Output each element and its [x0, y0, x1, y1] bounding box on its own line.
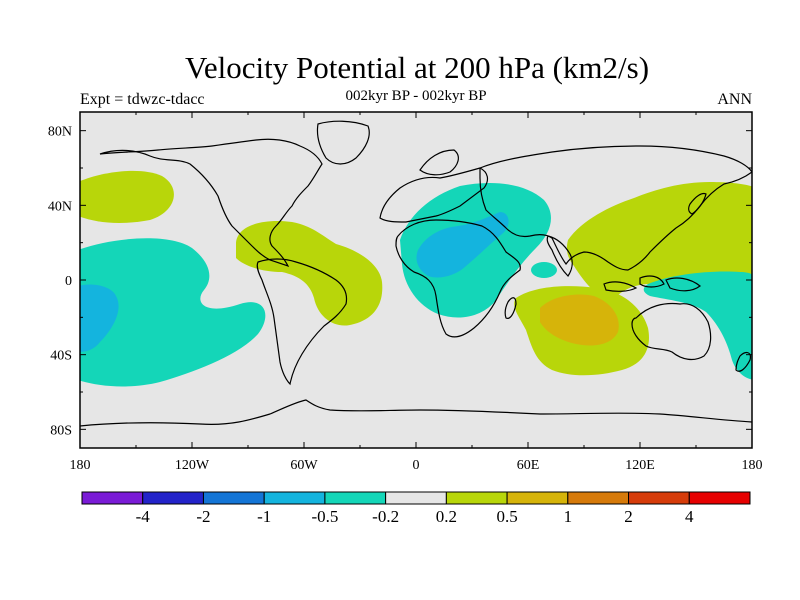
experiment-label: Expt = tdwzc-tdacc [80, 91, 205, 108]
colorbar-label: -4 [136, 507, 151, 526]
colorbar-label: -0.2 [372, 507, 399, 526]
coast-scandinavia [419, 149, 459, 176]
colorbar-box [445, 491, 508, 505]
latitude-labels: 80N 40N 0 40S 80S [48, 125, 72, 439]
coast-madagascar [504, 297, 517, 319]
coast-japan [688, 192, 707, 215]
lat-label: 40S [50, 349, 72, 364]
colorbar-box [506, 491, 569, 505]
colorbar-label: 4 [685, 507, 694, 526]
coast-greenland [316, 120, 370, 165]
coast-australia [631, 302, 712, 361]
colorbar-label: -0.5 [311, 507, 338, 526]
lon-label: 180 [742, 458, 763, 473]
lat-label: 80N [48, 125, 72, 140]
colorbar-box [385, 491, 447, 505]
colorbar-box [567, 491, 630, 505]
coast-north-america [99, 138, 323, 268]
coastlines [80, 120, 752, 427]
region-north-pacific-positive [80, 170, 174, 223]
colorbar-box [263, 491, 326, 505]
coast-africa [395, 219, 521, 338]
coast-indonesia [603, 275, 701, 292]
lat-label: 80S [50, 423, 72, 438]
region-central-pacific-negative [80, 238, 266, 387]
colorbar-box [81, 491, 144, 505]
lon-label: 120E [625, 458, 655, 473]
colorbar-label: 0.2 [436, 507, 457, 526]
coast-asia [479, 145, 752, 271]
region-indian-ocean-core [540, 294, 619, 346]
coast-new-zealand [735, 351, 751, 372]
region-central-pacific-core [80, 284, 119, 352]
colorbar-box [202, 491, 265, 505]
colorbar-label: -2 [196, 507, 210, 526]
coast-south-america [256, 258, 348, 386]
colorbar: -4 -2 -1 -0.5 -0.2 0.2 0.5 1 2 4 [81, 491, 751, 526]
lat-label: 40N [48, 199, 72, 214]
colorbar-box [688, 491, 751, 505]
lon-label: 120W [175, 458, 210, 473]
period-label: 002kyr BP - 002kyr BP [345, 88, 487, 104]
region-arabian-sea-negative [531, 262, 557, 278]
region-maritime-negative [643, 271, 752, 380]
colorbar-label: -1 [257, 507, 271, 526]
season-label: ANN [717, 91, 752, 108]
lon-label: 180 [70, 458, 91, 473]
colorbar-box [142, 491, 204, 505]
lon-label: 60W [290, 458, 318, 473]
coast-europe [379, 167, 489, 223]
colorbar-box [628, 491, 690, 505]
colorbar-label: 2 [624, 507, 633, 526]
colorbar-label: 0.5 [496, 507, 517, 526]
colorbar-label: 1 [564, 507, 573, 526]
lon-label: 60E [517, 458, 540, 473]
longitude-labels: 180 120W 60W 0 60E 120E 180 [70, 458, 763, 473]
lat-label: 0 [65, 274, 72, 289]
axis-ticks [79, 112, 753, 448]
colorbar-box [324, 491, 387, 505]
coast-india [546, 235, 573, 277]
coast-antarctica [80, 399, 752, 427]
lon-label: 0 [413, 458, 420, 473]
plot-title: Velocity Potential at 200 hPa (km2/s) [184, 50, 650, 85]
